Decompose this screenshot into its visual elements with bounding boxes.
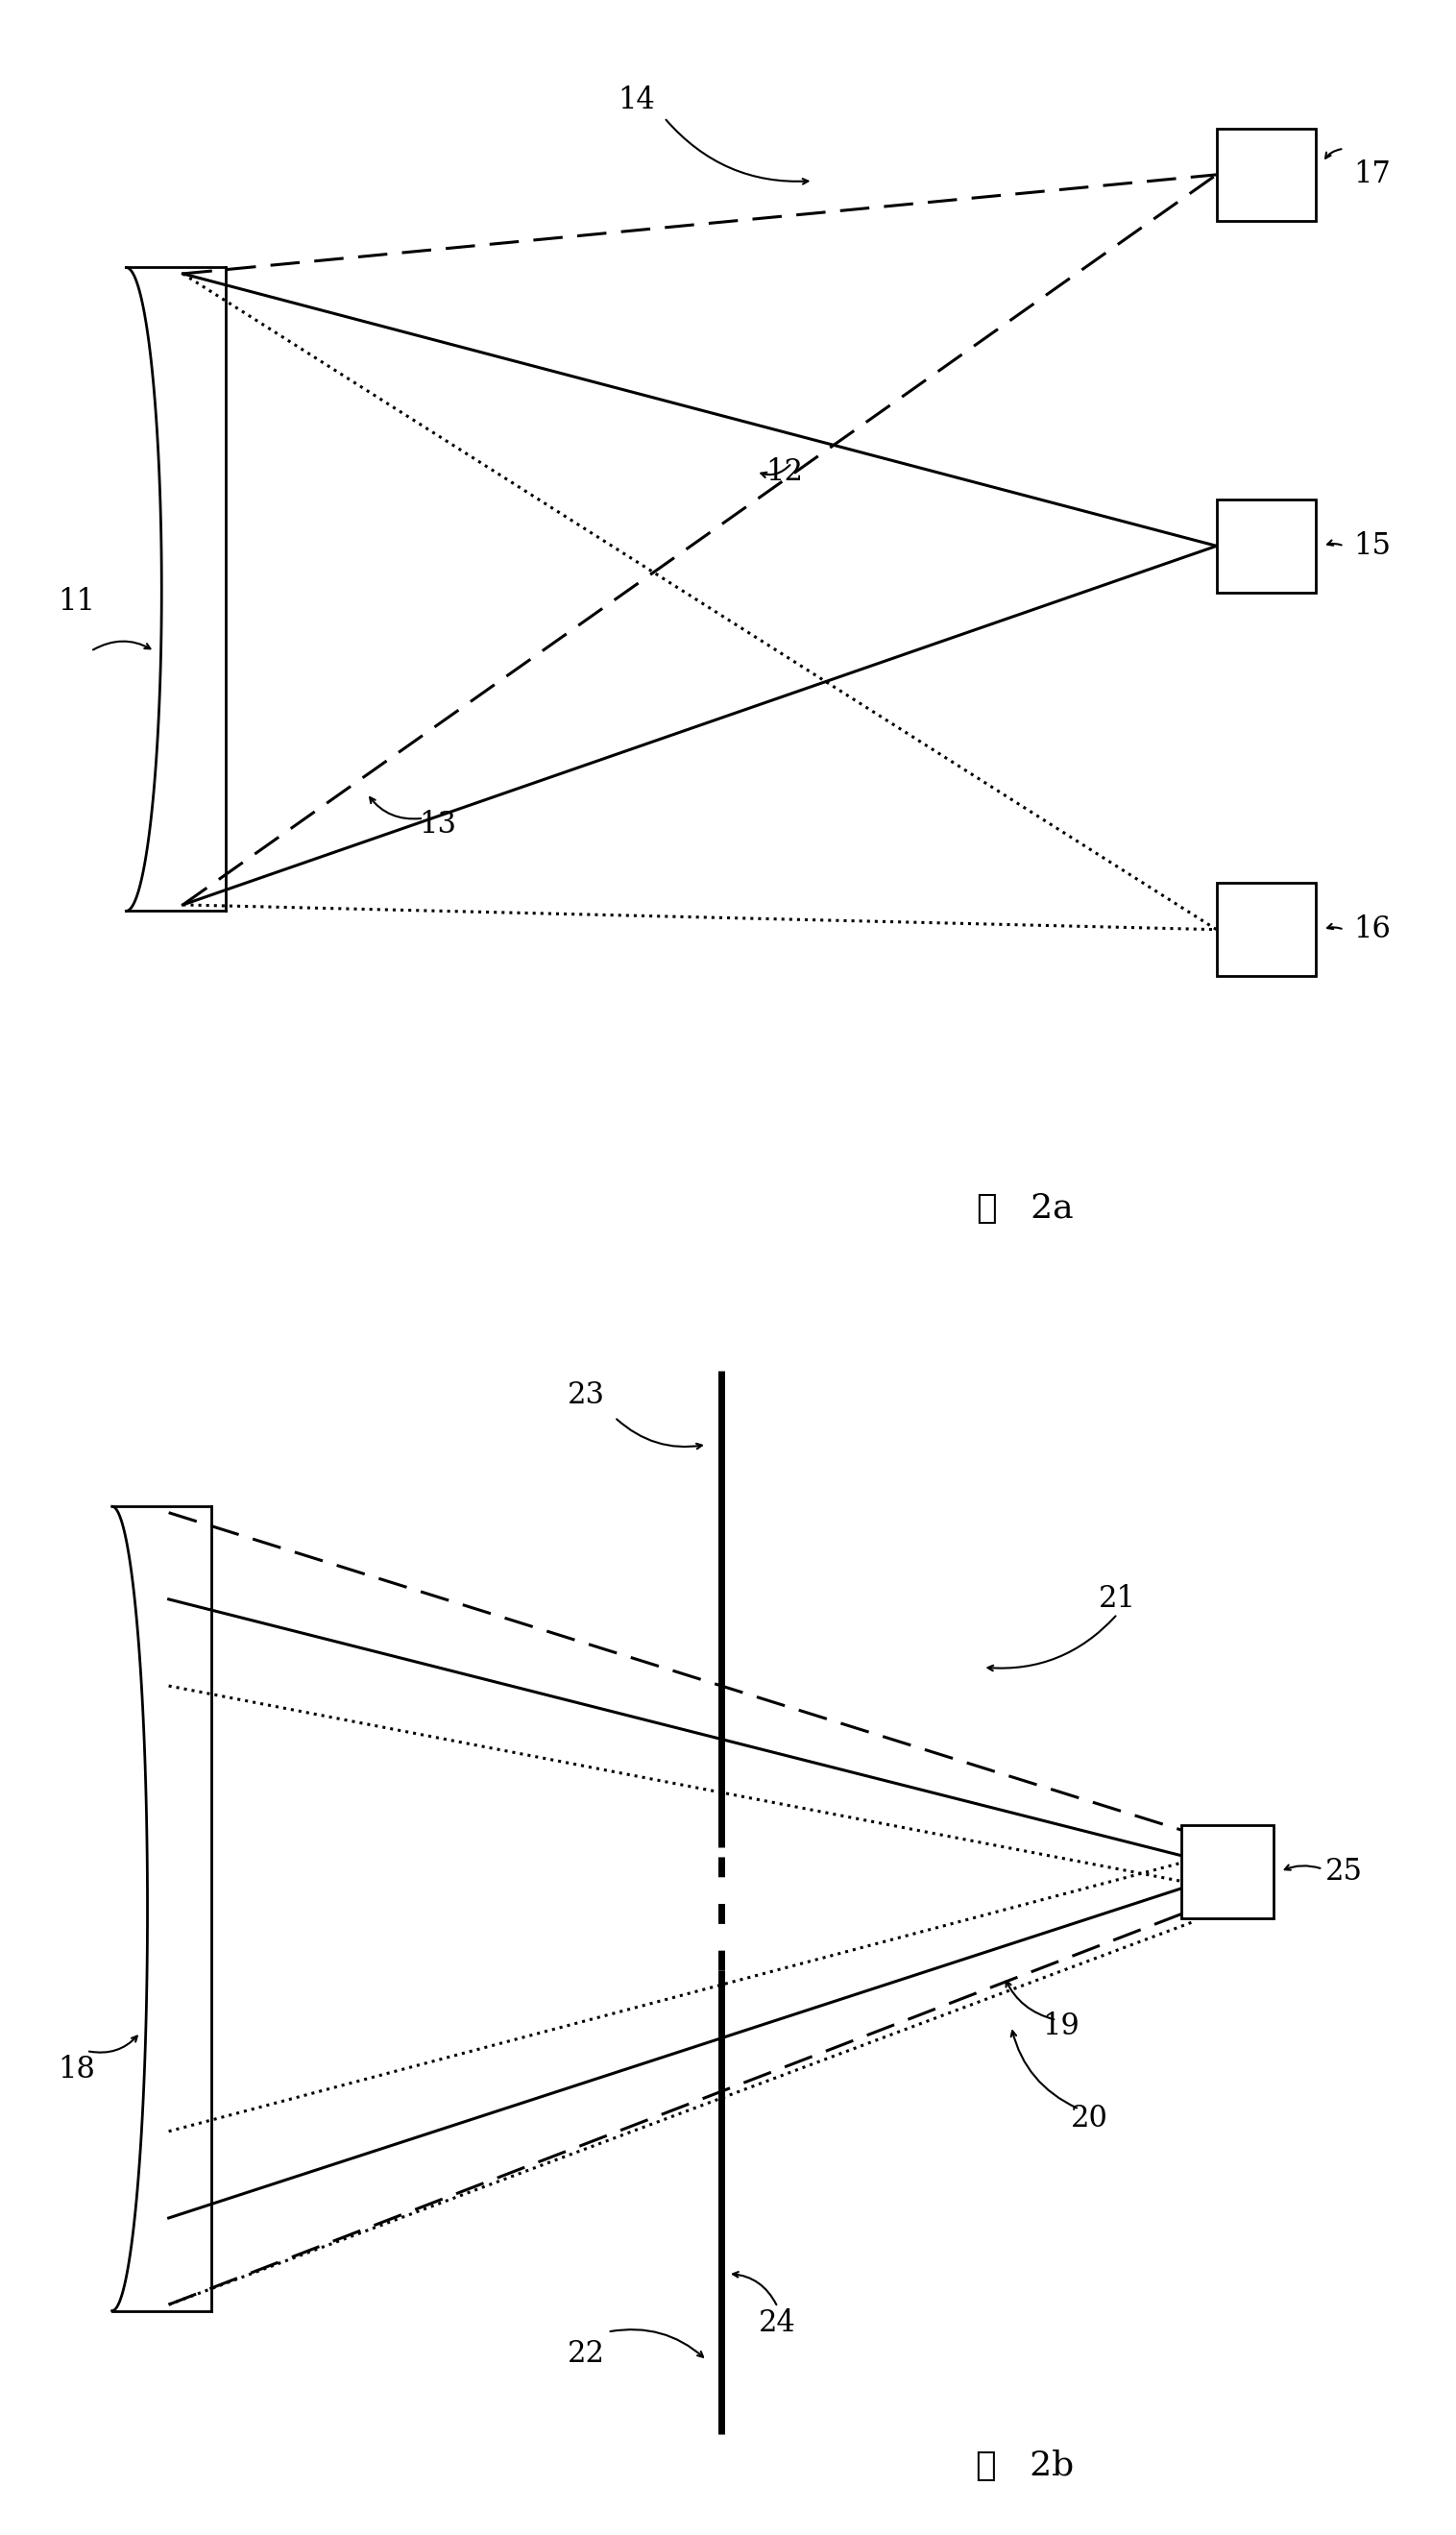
Text: 21: 21 <box>1099 1584 1136 1615</box>
Text: 24: 24 <box>759 2309 796 2337</box>
Text: 13: 13 <box>419 809 456 839</box>
Text: 19: 19 <box>1042 2010 1079 2041</box>
Text: 14: 14 <box>617 86 655 114</box>
Text: 16: 16 <box>1354 915 1390 946</box>
Text: 20: 20 <box>1070 2104 1108 2134</box>
Text: 11: 11 <box>58 586 96 616</box>
Bar <box>1217 129 1316 221</box>
Text: 图   2b: 图 2b <box>977 2449 1075 2482</box>
Bar <box>1181 1825 1273 1919</box>
Bar <box>1217 882 1316 976</box>
Text: 17: 17 <box>1354 160 1390 190</box>
Text: 18: 18 <box>58 2053 95 2084</box>
Text: 23: 23 <box>568 1379 606 1409</box>
Text: 12: 12 <box>766 456 804 487</box>
Text: 22: 22 <box>568 2340 606 2370</box>
Text: 15: 15 <box>1354 530 1390 560</box>
Text: 25: 25 <box>1325 1856 1363 1886</box>
Bar <box>1217 499 1316 593</box>
Text: 图   2a: 图 2a <box>977 1191 1073 1224</box>
